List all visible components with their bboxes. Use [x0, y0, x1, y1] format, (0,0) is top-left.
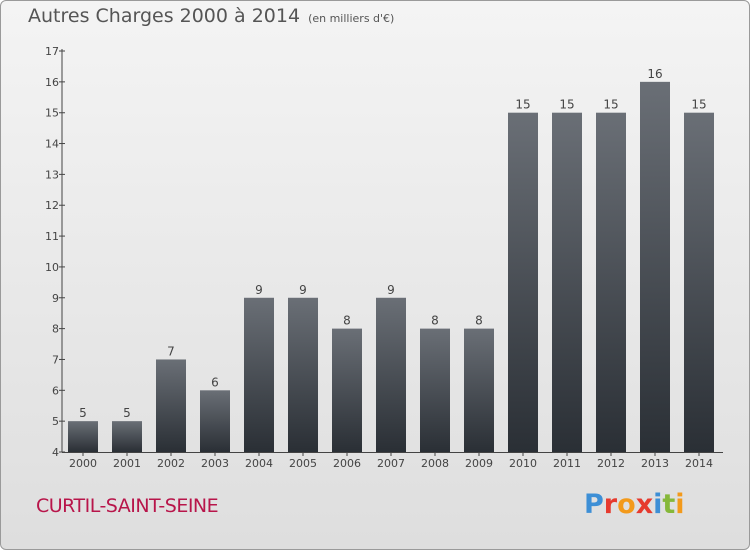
bar-2005 — [288, 297, 318, 452]
chart-title-text: Autres Charges 2000 à 2014 — [28, 5, 301, 27]
y-tick-label: 9 — [52, 292, 59, 305]
y-tick-label: 8 — [52, 323, 59, 336]
bar-2003 — [200, 390, 230, 452]
bar-2013 — [640, 81, 670, 452]
x-tick-label: 2013 — [641, 457, 669, 470]
bar-value-label: 16 — [647, 67, 662, 81]
bar-value-label: 6 — [211, 375, 219, 389]
logo-letter: P — [584, 489, 604, 520]
x-tick-label: 2000 — [69, 457, 97, 470]
bar-value-label: 5 — [79, 406, 87, 420]
x-tick-label: 2003 — [201, 457, 229, 470]
y-tick-label: 10 — [45, 261, 59, 274]
x-tick-label: 2010 — [509, 457, 537, 470]
x-tick-label: 2008 — [421, 457, 449, 470]
x-tick-label: 2002 — [157, 457, 185, 470]
y-tick-label: 5 — [52, 415, 59, 428]
proxiti-logo: Proxiti — [584, 489, 685, 520]
x-tick-label: 2001 — [113, 457, 141, 470]
x-tick-label: 2007 — [377, 457, 405, 470]
y-tick-label: 6 — [52, 384, 59, 397]
x-tick-label: 2011 — [553, 457, 581, 470]
commune-name: CURTIL-SAINT-SEINE — [36, 495, 219, 517]
x-tick-label: 2014 — [685, 457, 713, 470]
y-tick-label: 13 — [45, 168, 59, 181]
bar-2012 — [596, 112, 626, 452]
bar-value-label: 15 — [691, 98, 706, 112]
bar-2011 — [552, 112, 582, 452]
bar-2004 — [244, 297, 274, 452]
bar-2006 — [332, 328, 362, 452]
bar-value-label: 8 — [475, 314, 483, 328]
logo-letter: x — [635, 489, 654, 520]
x-tick-label: 2006 — [333, 457, 361, 470]
bar-value-label: 9 — [299, 283, 307, 297]
y-tick-label: 16 — [45, 76, 59, 89]
bar-value-label: 8 — [431, 314, 439, 328]
y-tick-label: 15 — [45, 107, 59, 120]
y-tick-label: 11 — [45, 230, 59, 243]
bar-value-label: 9 — [387, 283, 395, 297]
bar-value-label: 7 — [167, 344, 175, 358]
chart-title: Autres Charges 2000 à 2014 (en milliers d… — [28, 5, 394, 27]
y-tick-label: 17 — [45, 45, 59, 58]
bar-2014 — [684, 112, 714, 452]
chart-unit: (en milliers d'€) — [308, 12, 395, 25]
bar-value-label: 15 — [515, 98, 530, 112]
logo-letter: i — [653, 489, 663, 520]
bar-2000 — [68, 421, 98, 452]
logo-letter: o — [617, 489, 636, 520]
y-tick-label: 4 — [52, 446, 59, 459]
bar-value-label: 8 — [343, 314, 351, 328]
logo-letter: r — [603, 489, 618, 520]
bar-2002 — [156, 359, 186, 452]
bar-value-label: 5 — [123, 406, 131, 420]
bar-value-label: 15 — [559, 98, 574, 112]
bar-2010 — [508, 112, 538, 452]
bar-2009 — [464, 328, 494, 452]
bar-2007 — [376, 297, 406, 452]
logo-letter: t — [662, 489, 676, 520]
bar-value-label: 15 — [603, 98, 618, 112]
bar-value-label: 9 — [255, 283, 263, 297]
x-tick-label: 2004 — [245, 457, 273, 470]
bar-2008 — [420, 328, 450, 452]
y-tick-label: 7 — [52, 353, 59, 366]
y-tick-label: 12 — [45, 199, 59, 212]
logo-letter: i — [675, 489, 685, 520]
bar-2001 — [112, 421, 142, 452]
x-tick-label: 2005 — [289, 457, 317, 470]
x-tick-label: 2012 — [597, 457, 625, 470]
x-tick-label: 2009 — [465, 457, 493, 470]
y-tick-label: 14 — [45, 138, 59, 151]
